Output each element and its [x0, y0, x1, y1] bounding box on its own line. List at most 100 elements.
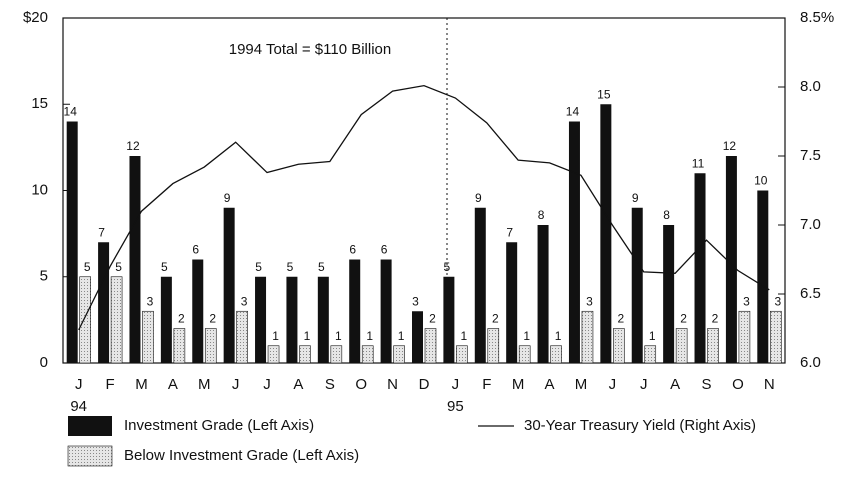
bar [613, 328, 625, 364]
bar [255, 276, 267, 363]
bar [506, 242, 518, 363]
data-label: 7 [506, 225, 513, 239]
bar [424, 328, 437, 364]
data-label: 10 [754, 174, 768, 188]
y2-tick-label: 6.0 [800, 354, 821, 371]
x-tick-label: A [168, 376, 178, 393]
bar [600, 104, 612, 363]
bar [487, 328, 500, 364]
x-tick-label: O [355, 376, 367, 393]
data-label: 1 [461, 329, 468, 343]
data-label: 1 [649, 329, 656, 343]
bar [757, 190, 769, 363]
y2-tick-label: 7.5 [800, 147, 821, 164]
data-label: 2 [680, 312, 687, 326]
x-tick-label: M [135, 376, 148, 393]
data-label: 9 [632, 191, 639, 205]
year-label: 94 [70, 398, 87, 415]
data-label: 2 [712, 312, 719, 326]
bar [173, 328, 186, 364]
bar [663, 225, 675, 363]
data-label: 3 [241, 294, 248, 308]
data-label: 1 [398, 329, 405, 343]
annotation: 1994 Total = $110 Billion [229, 41, 392, 58]
bar [456, 345, 468, 364]
x-tick-label: F [106, 376, 115, 393]
data-label: 2 [429, 312, 436, 326]
bar [707, 328, 719, 364]
bar [349, 259, 361, 363]
data-label: 11 [692, 156, 705, 170]
bar [694, 173, 706, 363]
bar [550, 345, 562, 364]
bar [267, 345, 280, 364]
bar [725, 156, 737, 363]
x-tick-label: S [702, 376, 712, 393]
y-tick-label: 5 [40, 268, 48, 285]
year-label: 95 [447, 398, 464, 415]
data-label: 6 [349, 243, 356, 257]
y-tick-label: 15 [31, 95, 48, 112]
data-label: 2 [209, 312, 216, 326]
y-tick-label: 0 [40, 354, 48, 371]
data-label: 15 [597, 87, 611, 101]
y2-tick-label: 7.0 [800, 216, 821, 233]
data-label: 9 [224, 191, 231, 205]
legend-label: Below Investment Grade (Left Axis) [124, 447, 359, 464]
bar [160, 276, 172, 363]
data-label: 12 [126, 139, 140, 153]
bar [79, 276, 91, 364]
data-label: 1 [366, 329, 373, 343]
data-label: 3 [147, 294, 154, 308]
data-label: 1 [523, 329, 530, 343]
bar [518, 345, 531, 364]
legend-swatch [68, 416, 112, 436]
bar [393, 345, 405, 364]
data-label: 14 [566, 105, 580, 119]
data-label: 6 [381, 243, 388, 257]
legend-label: Investment Grade (Left Axis) [124, 417, 314, 434]
data-label: 5 [115, 260, 122, 274]
data-label: 1 [304, 329, 311, 343]
x-tick-label: N [764, 376, 775, 393]
x-tick-label: A [545, 376, 555, 393]
bar [568, 121, 580, 363]
bar [380, 259, 392, 363]
bar [361, 345, 374, 364]
x-tick-label: J [263, 376, 271, 393]
bar [474, 207, 486, 363]
bar [236, 310, 248, 364]
x-tick-label: F [482, 376, 491, 393]
bar [330, 345, 343, 364]
x-tick-label: A [293, 376, 303, 393]
data-label: 2 [618, 312, 625, 326]
bar [581, 310, 594, 364]
bar [299, 345, 311, 364]
data-label: 9 [475, 191, 482, 205]
x-tick-label: J [609, 376, 617, 393]
data-label: 3 [774, 294, 781, 308]
x-tick-label: J [452, 376, 460, 393]
bar [129, 156, 141, 363]
bar [223, 207, 235, 363]
data-label: 5 [84, 260, 91, 274]
y-tick-label: 10 [31, 181, 48, 198]
bar [412, 311, 423, 363]
y2-tick-label: 8.0 [800, 78, 821, 95]
x-tick-label: J [640, 376, 648, 393]
data-label: 3 [586, 294, 593, 308]
data-label: 14 [64, 105, 78, 119]
yield-line [78, 84, 770, 331]
bar [98, 242, 110, 363]
legend-swatch [67, 445, 113, 467]
bar [644, 345, 657, 364]
x-tick-label: M [512, 376, 525, 393]
data-label: 1 [272, 329, 279, 343]
x-tick-label: O [732, 376, 744, 393]
data-label: 8 [538, 208, 545, 222]
x-tick-label: M [198, 376, 211, 393]
bar [443, 276, 455, 363]
data-label: 5 [161, 260, 168, 274]
y2-tick-label: 6.5 [800, 285, 821, 302]
